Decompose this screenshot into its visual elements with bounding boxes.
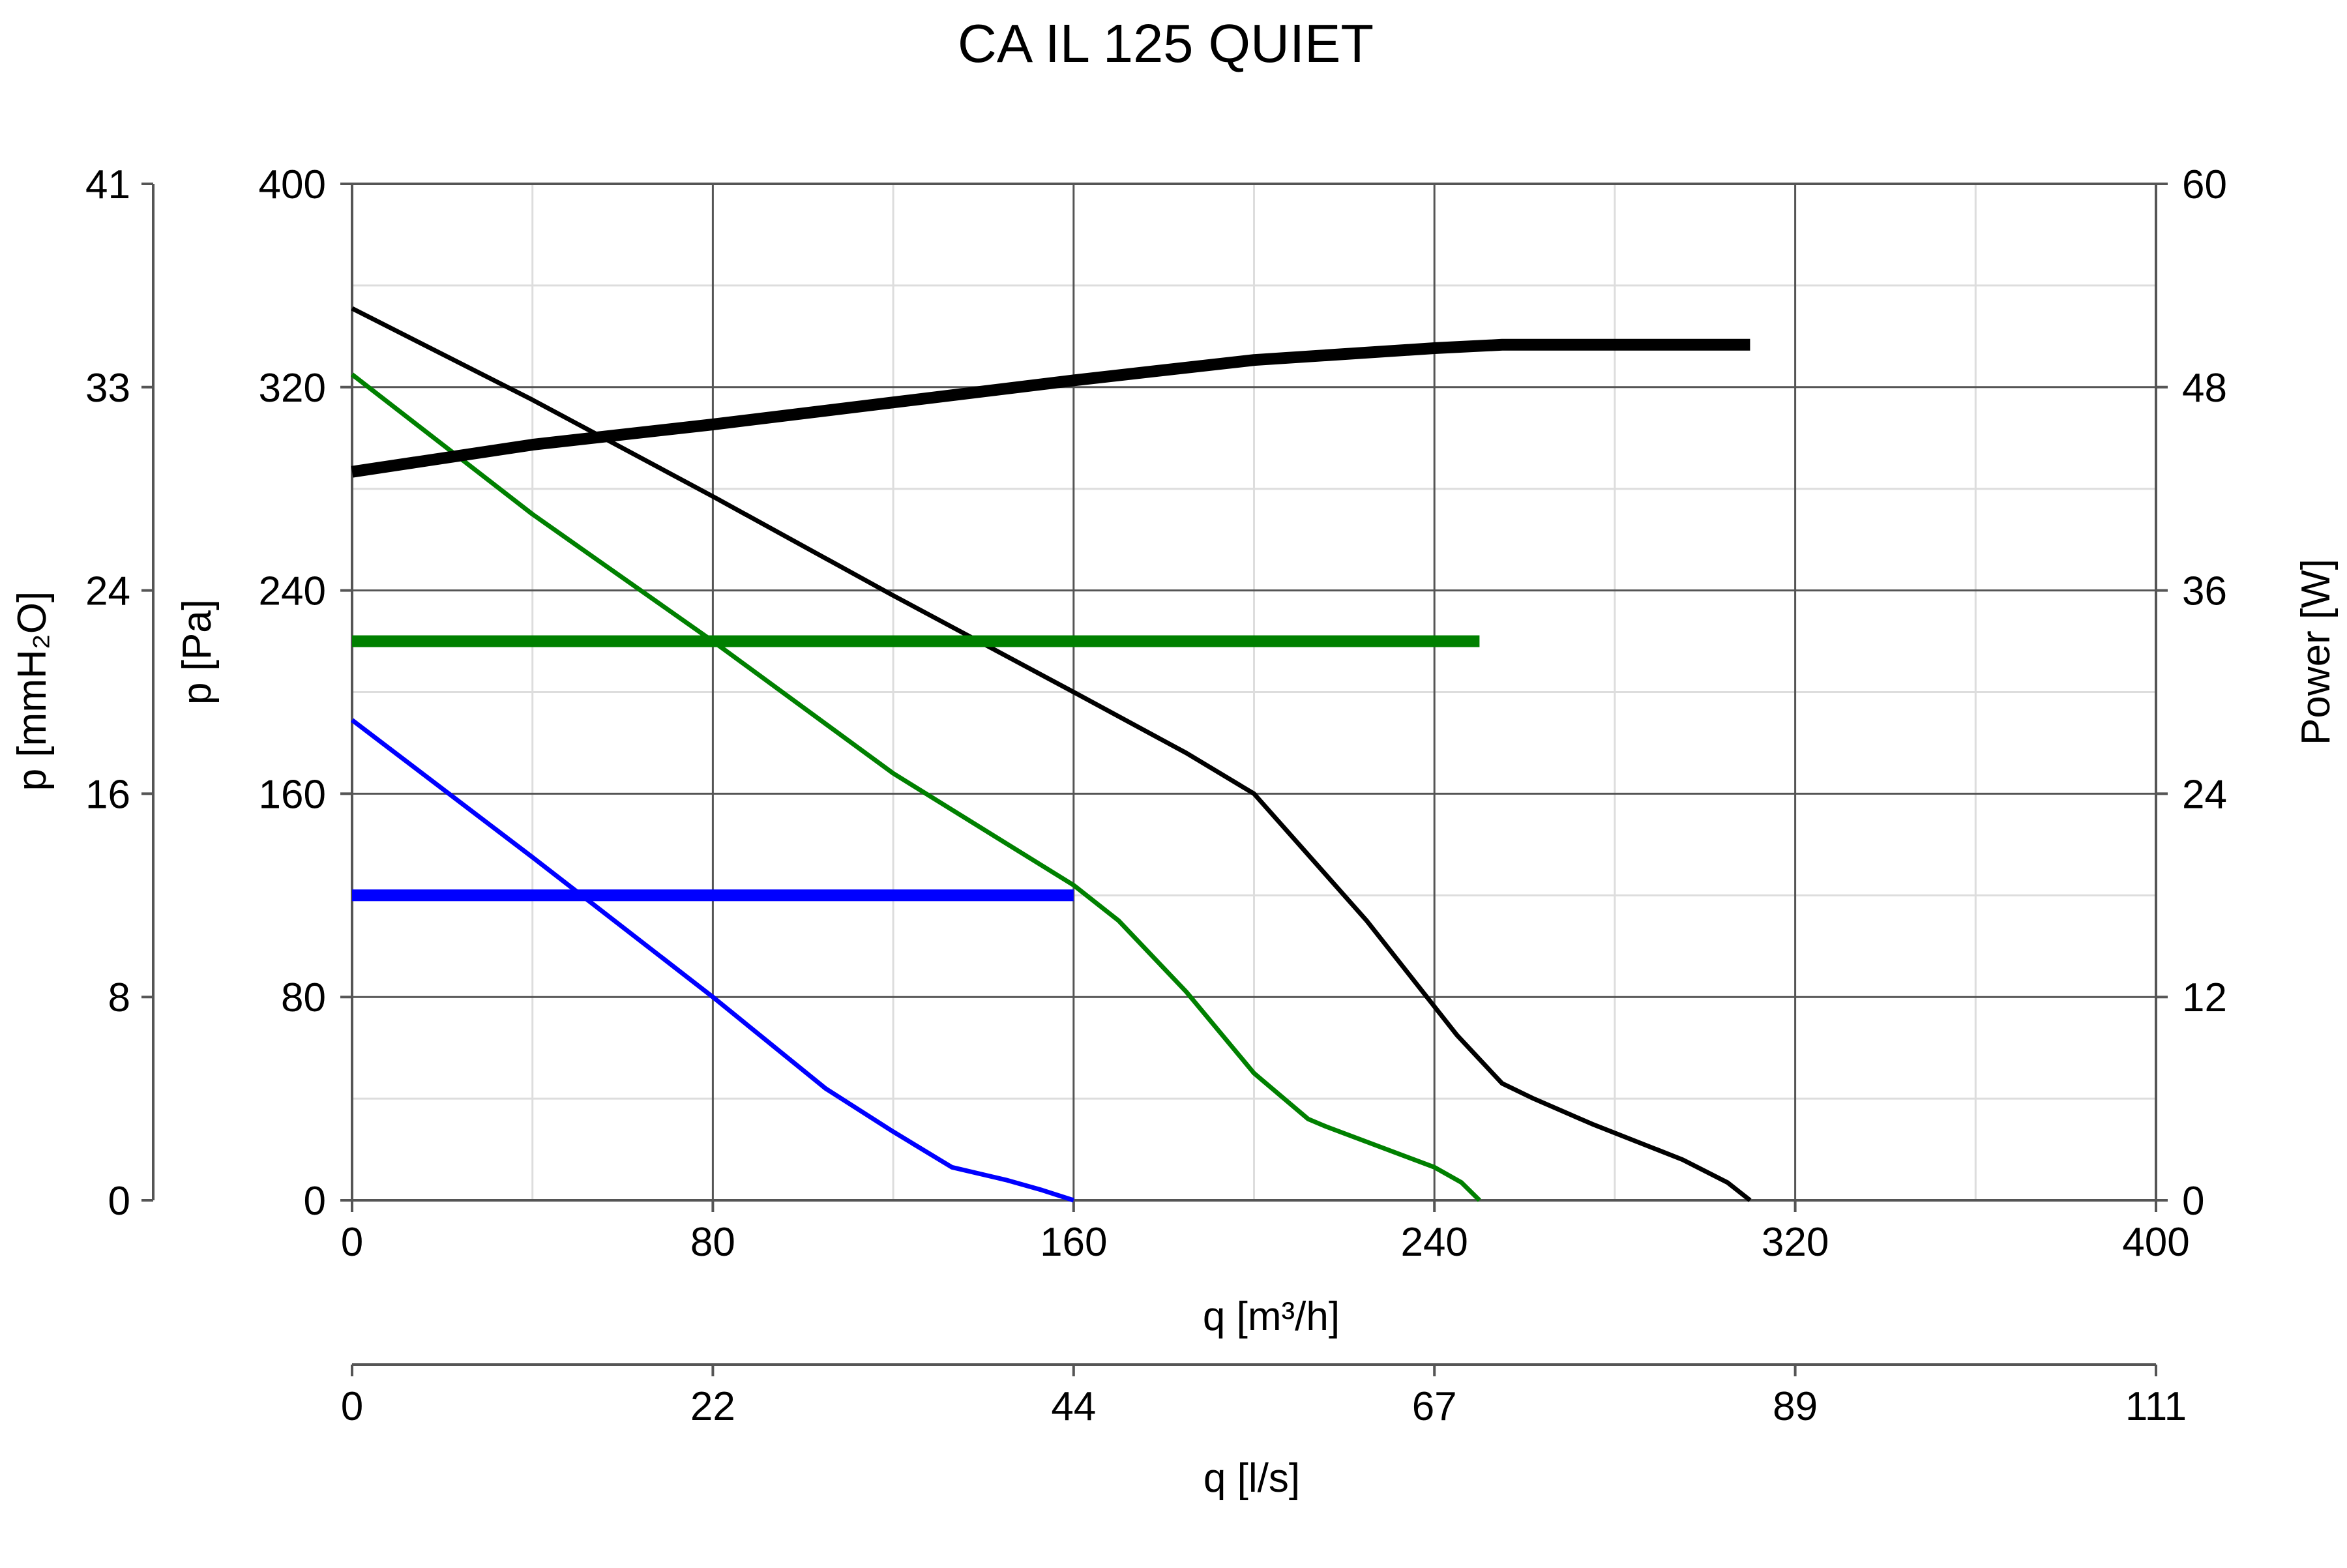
y3-tick-label: 60 (2182, 162, 2227, 207)
y3-axis-label: Power [W] (2294, 559, 2339, 745)
x-tick-label: 320 (1762, 1220, 1829, 1265)
x-tick-label: 160 (1040, 1220, 1107, 1265)
y-tick-label: 160 (259, 772, 326, 817)
x-tick-label: 0 (341, 1220, 363, 1265)
y2-axis-label: p [mmH₂O] (10, 591, 55, 791)
y2-tick-label: 33 (85, 366, 130, 411)
y3-tick-label: 48 (2182, 366, 2227, 411)
x2-axis-label: q [l/s] (1203, 1456, 1300, 1501)
y3-tick-label: 12 (2182, 975, 2227, 1020)
y3-tick-label: 36 (2182, 569, 2227, 614)
chart-title: CA IL 125 QUIET (958, 13, 1374, 74)
y2-tick-label: 8 (108, 975, 130, 1020)
x-axis-label: q [m³/h] (1203, 1294, 1340, 1339)
x-tick-label: 240 (1400, 1220, 1468, 1265)
x2-tick-label: 111 (2125, 1384, 2187, 1429)
y-tick-label: 320 (259, 366, 326, 411)
x-tick-label: 400 (2122, 1220, 2189, 1265)
y2-tick-label: 16 (85, 772, 130, 817)
x2-tick-label: 0 (341, 1384, 363, 1429)
y2-tick-label: 24 (85, 569, 130, 614)
x-tick-label: 80 (690, 1220, 735, 1265)
y-tick-label: 80 (281, 975, 326, 1020)
y3-tick-label: 24 (2182, 772, 2227, 817)
y2-tick-label: 0 (108, 1179, 130, 1224)
x2-tick-label: 44 (1051, 1384, 1096, 1429)
x2-tick-label: 67 (1412, 1384, 1457, 1429)
x2-tick-label: 89 (1773, 1384, 1818, 1429)
y3-tick-label: 0 (2182, 1179, 2204, 1224)
y-tick-label: 240 (259, 569, 326, 614)
y-tick-label: 0 (304, 1179, 326, 1224)
x2-tick-label: 22 (690, 1384, 735, 1429)
y-tick-label: 400 (259, 162, 326, 207)
y2-tick-label: 41 (85, 162, 130, 207)
y-axis-label: p [Pa] (175, 599, 220, 705)
